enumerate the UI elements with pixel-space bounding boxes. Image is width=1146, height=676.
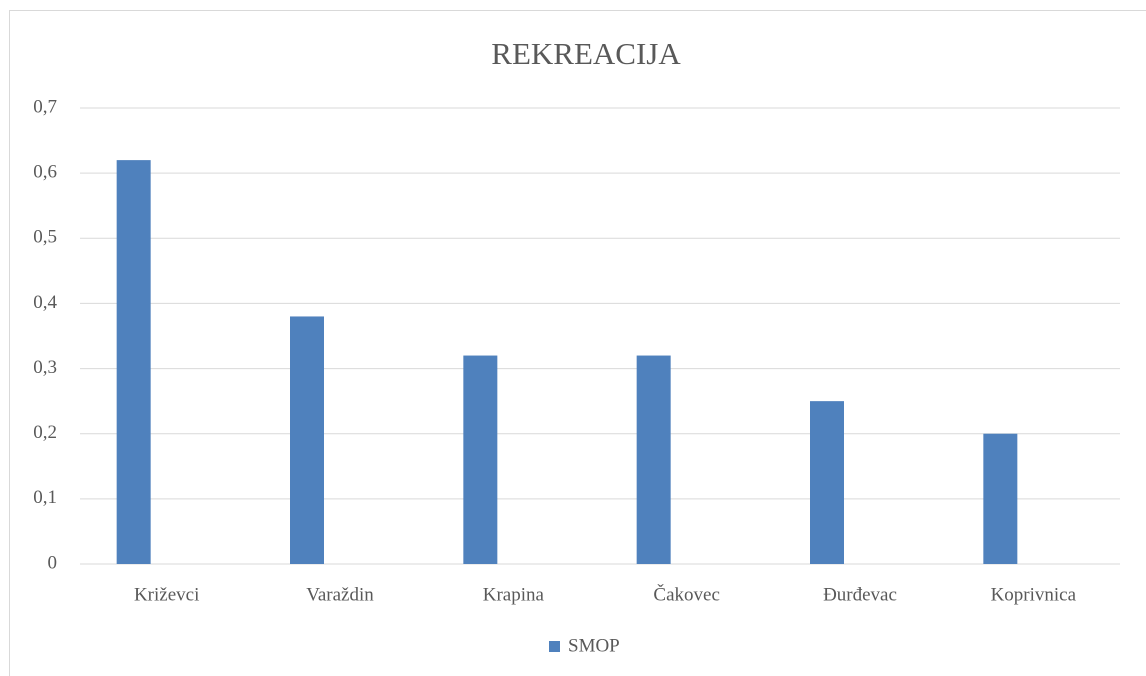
y-tick-label: 0,2 — [33, 422, 57, 443]
x-tick-label: Varaždin — [306, 584, 374, 605]
bar — [636, 355, 671, 564]
bar — [983, 433, 1018, 564]
chart-border — [9, 10, 1146, 676]
y-tick-label: 0,5 — [33, 227, 57, 248]
bar — [463, 355, 498, 564]
bar — [116, 160, 151, 564]
y-tick-label: 0,7 — [33, 96, 57, 117]
x-tick-label: Čakovec — [653, 583, 719, 605]
x-tick-label: Koprivnica — [991, 584, 1077, 605]
bar — [810, 401, 844, 564]
bar — [290, 316, 324, 564]
chart-title: REKREACIJA — [491, 36, 681, 71]
y-tick-label: 0,1 — [33, 487, 57, 508]
x-tick-label: Đurđevac — [823, 584, 897, 605]
y-tick-label: 0 — [48, 552, 58, 573]
legend-label: SMOP — [568, 635, 620, 656]
legend-swatch — [549, 641, 560, 652]
y-tick-label: 0,4 — [33, 292, 57, 313]
y-tick-label: 0,3 — [33, 357, 57, 378]
x-tick-label: Križevci — [134, 584, 199, 605]
y-tick-label: 0,6 — [33, 162, 57, 183]
x-tick-label: Krapina — [483, 584, 545, 605]
